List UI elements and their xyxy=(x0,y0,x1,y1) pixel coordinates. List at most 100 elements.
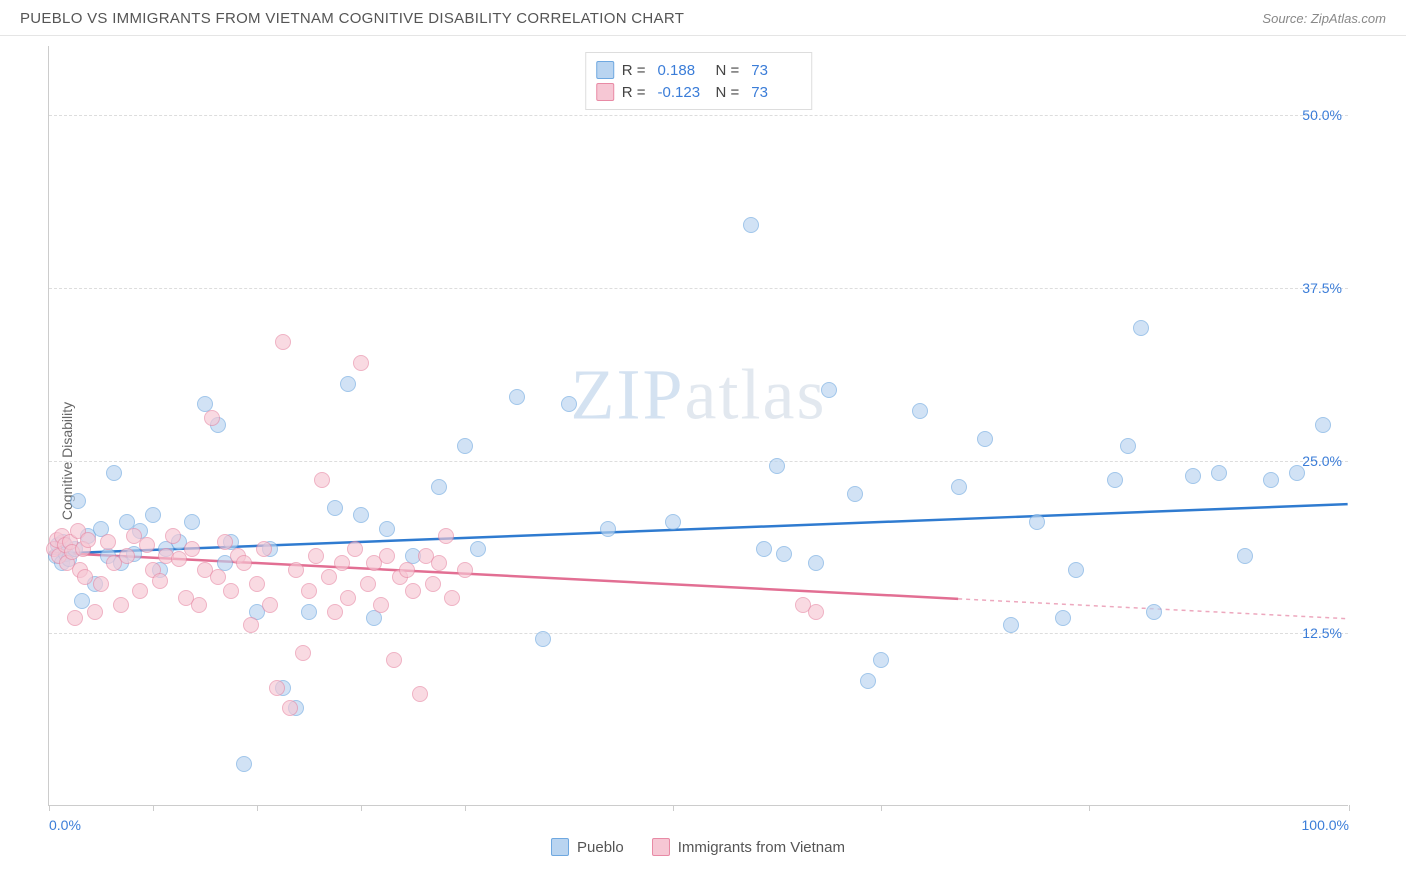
data-point xyxy=(1185,468,1201,484)
n-label: N = xyxy=(716,62,740,79)
data-point xyxy=(145,507,161,523)
source-label: Source: xyxy=(1262,11,1307,26)
data-point xyxy=(269,680,285,696)
data-point xyxy=(860,673,876,689)
gridline xyxy=(49,633,1348,634)
gridline xyxy=(49,288,1348,289)
data-point xyxy=(1029,514,1045,530)
data-point xyxy=(379,521,395,537)
data-point xyxy=(223,583,239,599)
data-point xyxy=(743,217,759,233)
data-point xyxy=(295,645,311,661)
data-point xyxy=(600,521,616,537)
data-point xyxy=(431,555,447,571)
r-value-vietnam: -0.123 xyxy=(658,84,708,101)
data-point xyxy=(210,569,226,585)
data-point xyxy=(301,604,317,620)
data-point xyxy=(275,334,291,350)
legend-item-vietnam: Immigrants from Vietnam xyxy=(652,838,845,856)
data-point xyxy=(444,590,460,606)
n-label: N = xyxy=(716,84,740,101)
x-tick xyxy=(257,805,258,811)
data-point xyxy=(1315,417,1331,433)
data-point xyxy=(256,541,272,557)
data-point xyxy=(535,631,551,647)
data-point xyxy=(1055,610,1071,626)
data-point xyxy=(334,555,350,571)
x-tick xyxy=(1089,805,1090,811)
legend-row-pueblo: R = 0.188 N = 73 xyxy=(596,59,802,81)
data-point xyxy=(438,528,454,544)
data-point xyxy=(366,610,382,626)
data-point xyxy=(87,604,103,620)
data-point xyxy=(353,507,369,523)
trend-lines xyxy=(49,46,1348,805)
data-point xyxy=(1068,562,1084,578)
data-point xyxy=(132,583,148,599)
data-point xyxy=(353,355,369,371)
data-point xyxy=(873,652,889,668)
source-attribution: Source: ZipAtlas.com xyxy=(1262,11,1386,26)
data-point xyxy=(1003,617,1019,633)
x-tick xyxy=(49,805,50,811)
data-point xyxy=(321,569,337,585)
plot-area: ZIPatlas R = 0.188 N = 73 R = -0.123 N =… xyxy=(48,46,1348,806)
data-point xyxy=(977,431,993,447)
data-point xyxy=(561,396,577,412)
x-tick xyxy=(465,805,466,811)
data-point xyxy=(431,479,447,495)
data-point xyxy=(139,537,155,553)
data-point xyxy=(93,576,109,592)
y-tick-label: 12.5% xyxy=(1302,625,1342,641)
series-legend: Pueblo Immigrants from Vietnam xyxy=(48,838,1348,856)
x-tick xyxy=(361,805,362,811)
n-value-vietnam: 73 xyxy=(751,84,801,101)
x-tick xyxy=(1349,805,1350,811)
data-point xyxy=(379,548,395,564)
data-point xyxy=(912,403,928,419)
data-point xyxy=(808,555,824,571)
data-point xyxy=(236,756,252,772)
chart-container: Cognitive Disability ZIPatlas R = 0.188 … xyxy=(0,36,1406,886)
x-tick xyxy=(881,805,882,811)
data-point xyxy=(399,562,415,578)
legend-label: Immigrants from Vietnam xyxy=(678,839,845,856)
data-point xyxy=(509,389,525,405)
data-point xyxy=(100,534,116,550)
data-point xyxy=(1133,320,1149,336)
data-point xyxy=(360,576,376,592)
data-point xyxy=(106,465,122,481)
y-tick-label: 37.5% xyxy=(1302,280,1342,296)
source-link[interactable]: ZipAtlas.com xyxy=(1311,11,1386,26)
data-point xyxy=(347,541,363,557)
data-point xyxy=(776,546,792,562)
data-point xyxy=(191,597,207,613)
data-point xyxy=(67,610,83,626)
data-point xyxy=(1289,465,1305,481)
data-point xyxy=(70,493,86,509)
n-value-pueblo: 73 xyxy=(751,62,801,79)
data-point xyxy=(308,548,324,564)
gridline xyxy=(49,115,1348,116)
data-point xyxy=(386,652,402,668)
x-tick xyxy=(153,805,154,811)
data-point xyxy=(301,583,317,599)
r-label: R = xyxy=(622,62,646,79)
data-point xyxy=(373,597,389,613)
r-label: R = xyxy=(622,84,646,101)
x-tick-label: 0.0% xyxy=(49,817,81,833)
watermark-part2: atlas xyxy=(685,355,827,435)
data-point xyxy=(184,541,200,557)
data-point xyxy=(80,532,96,548)
data-point xyxy=(1146,604,1162,620)
data-point xyxy=(327,500,343,516)
data-point xyxy=(340,590,356,606)
swatch-icon xyxy=(596,83,614,101)
correlation-legend: R = 0.188 N = 73 R = -0.123 N = 73 xyxy=(585,52,813,110)
data-point xyxy=(847,486,863,502)
y-tick-label: 25.0% xyxy=(1302,453,1342,469)
data-point xyxy=(236,555,252,571)
data-point xyxy=(470,541,486,557)
watermark: ZIPatlas xyxy=(571,354,827,437)
data-point xyxy=(340,376,356,392)
